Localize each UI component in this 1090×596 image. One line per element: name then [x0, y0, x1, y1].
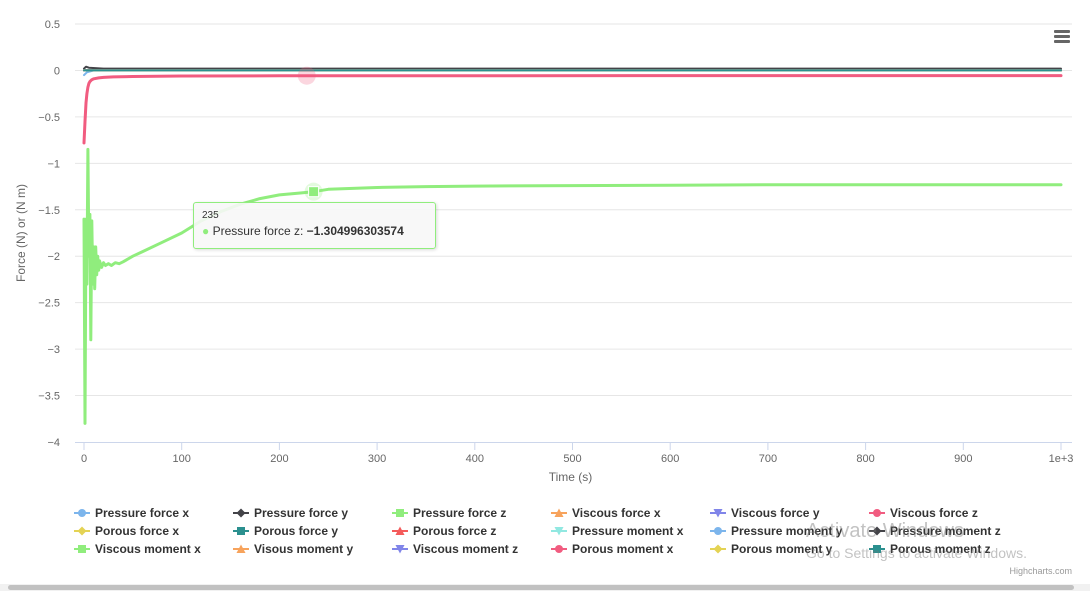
series-line-pressure-force-y[interactable]	[83, 65, 1062, 70]
x-tick-label: 900	[954, 453, 972, 465]
series-line-viscous-force-z[interactable]	[82, 74, 1063, 145]
y-tick-label: −1.5	[38, 205, 60, 217]
legend-symbol-diamond-icon	[713, 544, 723, 554]
hover-halo	[297, 66, 316, 85]
legend-label: Pressure force y	[254, 506, 348, 520]
y-tick-label: 0	[54, 65, 60, 77]
x-tick-label: 300	[368, 453, 386, 465]
legend-label: Pressure moment z	[890, 524, 1001, 538]
y-tick-label: 0.5	[45, 19, 60, 31]
legend-label: Porous moment y	[731, 542, 833, 556]
legend-label: Porous force z	[413, 524, 496, 538]
legend-label: Porous force x	[95, 524, 179, 538]
tooltip-header: 235	[202, 210, 219, 221]
legend-item[interactable]: Pressure moment y	[710, 524, 843, 538]
series-lines	[82, 65, 1063, 425]
legend-symbol-square-icon	[873, 545, 881, 553]
legend-symbol-triangle-down-icon	[713, 509, 723, 518]
x-tick-label: 800	[856, 453, 874, 465]
legend-symbol-triangle-icon	[236, 544, 246, 553]
tooltip-series-name: Pressure force z	[212, 224, 300, 238]
y-tick-label: −2	[47, 251, 60, 263]
legend-label: Viscous force y	[731, 506, 820, 520]
legend-symbol-circle-icon	[873, 509, 881, 517]
y-tick-label: −3	[47, 344, 60, 356]
legend-symbol-diamond-icon	[77, 526, 87, 536]
legend-symbol-square-icon	[237, 527, 245, 535]
x-tick-label: 200	[270, 453, 288, 465]
y-axis-title: Force (N) or (N m)	[14, 184, 28, 282]
tooltip: 235 ● Pressure force z: −1.304996303574	[193, 202, 436, 249]
menu-bar-3	[1054, 40, 1070, 43]
legend-symbol-circle-icon	[78, 509, 86, 517]
tooltip-point-marker	[308, 186, 320, 198]
tooltip-value: −1.304996303574	[306, 224, 404, 238]
scrollbar-thumb[interactable]	[8, 585, 1074, 590]
legend-symbol-circle-icon	[555, 545, 563, 553]
axes: 0.5 0 −0.5 −1 −1.5 −2 −2.5 −3 −3.5 −4 0 100 200 300 40…	[14, 19, 1073, 484]
legend-label: Pressure force x	[95, 506, 189, 520]
legend-item[interactable]: Viscous force z	[869, 506, 978, 520]
x-tick-label: 400	[466, 453, 484, 465]
x-tick-label: 0	[81, 453, 87, 465]
legend-item[interactable]: Porous force x	[74, 524, 179, 538]
hover-markers	[297, 66, 323, 201]
tooltip-series-dot-icon: ●	[202, 224, 210, 238]
legend-symbol-triangle-icon	[554, 508, 564, 517]
legend-item[interactable]: Pressure force y	[233, 506, 348, 520]
legend-symbol-triangle-icon	[395, 526, 405, 535]
x-tick-label: 700	[759, 453, 777, 465]
legend-item[interactable]: Viscous force y	[710, 506, 820, 520]
legend-symbol-diamond-icon	[236, 508, 246, 518]
legend-item[interactable]: Porous force y	[233, 524, 338, 538]
y-tick-label: −4	[47, 437, 60, 449]
y-tick-label: −1	[47, 158, 60, 170]
legend-symbol-square-icon	[396, 509, 404, 517]
legend-label: Porous moment x	[572, 542, 674, 556]
y-tick-label: −0.5	[38, 112, 60, 124]
legend-item[interactable]: Viscous moment z	[392, 542, 518, 556]
x-tick-label: 500	[563, 453, 581, 465]
legend-symbol-square-icon	[78, 545, 86, 553]
credits-link[interactable]: Highcharts.com	[1009, 566, 1072, 576]
legend-item[interactable]: Porous moment x	[551, 542, 674, 556]
legend-item[interactable]: Pressure force z	[392, 506, 506, 520]
legend-label: Porous force y	[254, 524, 338, 538]
legend-item[interactable]: Pressure moment z	[869, 524, 1001, 538]
legend-symbol-triangle-down-icon	[554, 527, 564, 536]
legend-symbol-diamond-icon	[872, 526, 882, 536]
legend-item[interactable]: Porous moment y	[710, 542, 833, 556]
legend-label: Pressure moment x	[572, 524, 684, 538]
legend-label: Viscous force z	[890, 506, 978, 520]
legend-label: Visous moment y	[254, 542, 353, 556]
legend-item[interactable]: Porous moment z	[869, 542, 991, 556]
x-tick-label: 100	[173, 453, 191, 465]
legend-item[interactable]: Pressure force x	[74, 506, 189, 520]
legend[interactable]: Pressure force x Pressure force y Pressure…	[74, 506, 1001, 556]
y-tick-label: −3.5	[38, 391, 60, 403]
x-tick-label: 600	[661, 453, 679, 465]
legend-label: Pressure moment y	[731, 524, 843, 538]
legend-label: Porous moment z	[890, 542, 991, 556]
legend-item[interactable]: Viscous force x	[551, 506, 661, 520]
y-tick-label: −2.5	[38, 298, 60, 310]
legend-item[interactable]: Viscous moment x	[74, 542, 201, 556]
legend-item[interactable]: Porous force z	[392, 524, 496, 538]
legend-label: Pressure force z	[413, 506, 506, 520]
x-tick-label: 1e+3	[1049, 453, 1074, 465]
legend-symbol-circle-icon	[714, 527, 722, 535]
menu-bar-2	[1054, 35, 1070, 38]
legend-label: Viscous moment z	[413, 542, 518, 556]
legend-symbol-triangle-down-icon	[395, 545, 405, 554]
legend-item[interactable]: Visous moment y	[233, 542, 353, 556]
menu-bar-1	[1054, 30, 1070, 33]
x-axis-title: Time (s)	[549, 470, 593, 484]
legend-label: Viscous moment x	[95, 542, 201, 556]
legend-item[interactable]: Pressure moment x	[551, 524, 684, 538]
series-line-pressure-force-z[interactable]	[82, 147, 1063, 425]
legend-label: Viscous force x	[572, 506, 661, 520]
hamburger-menu-icon[interactable]	[1052, 28, 1072, 46]
